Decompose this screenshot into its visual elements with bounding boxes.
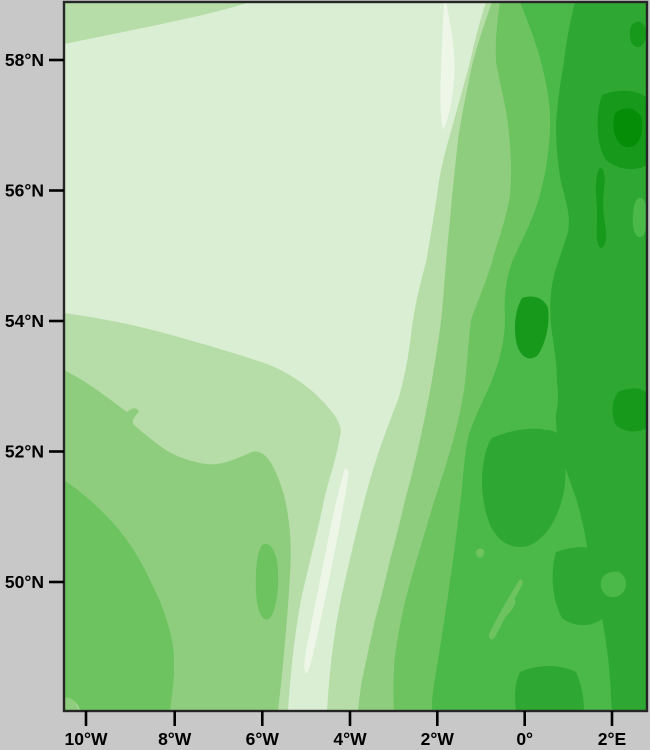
contour-region-band-3-corner-notch — [64, 697, 79, 711]
contour-regions — [64, 2, 647, 711]
contour-region-patch-7-right — [612, 388, 647, 432]
contour-region-hole-5-b — [600, 571, 626, 598]
contour-region-patch-6-mid — [552, 547, 611, 626]
contour-region-patch-7-mid — [514, 296, 549, 359]
y-tick-label: 58°N — [5, 50, 44, 70]
x-tick-label: 2°W — [421, 729, 455, 749]
y-tick-label: 52°N — [5, 442, 44, 462]
contour-region-patch-6-center — [482, 428, 566, 548]
contour-region-blob-4-in-band3 — [255, 543, 279, 620]
contour-region-band-3-southwest — [64, 370, 291, 711]
contour-region-core-8 — [613, 108, 643, 148]
x-tick-label: 8°W — [158, 729, 192, 749]
contour-region-squiggle-7 — [595, 168, 607, 248]
contour-region-blob-7-top-oval — [629, 21, 646, 48]
x-tick-label: 0° — [516, 729, 533, 749]
contour-region-hole-5-c — [632, 198, 647, 238]
x-tick-label: 10°W — [65, 729, 108, 749]
x-tick-label: 2°E — [598, 729, 626, 749]
contour-region-patch-6-bottom — [515, 666, 584, 711]
contour-region-pale-main-and-channel — [64, 2, 486, 711]
contour-region-scratch-4-c — [501, 599, 516, 618]
contour-region-lightest-top-streak — [440, 2, 455, 130]
x-tick-label: 6°W — [246, 729, 280, 749]
contour-region-band-6-main — [550, 2, 647, 711]
contour-region-band-4-southwest — [64, 480, 175, 711]
plot-frame — [62, 0, 649, 713]
x-tick-label: 4°W — [333, 729, 367, 749]
contour-region-hole-5-a — [534, 362, 558, 430]
y-tick-label: 56°N — [5, 181, 44, 201]
contour-region-lightest-channel-stripe — [304, 468, 349, 674]
y-tick-label: 54°N — [5, 311, 44, 331]
contour-region-scratch-4-b — [475, 548, 485, 558]
y-tick-label: 50°N — [5, 572, 44, 592]
